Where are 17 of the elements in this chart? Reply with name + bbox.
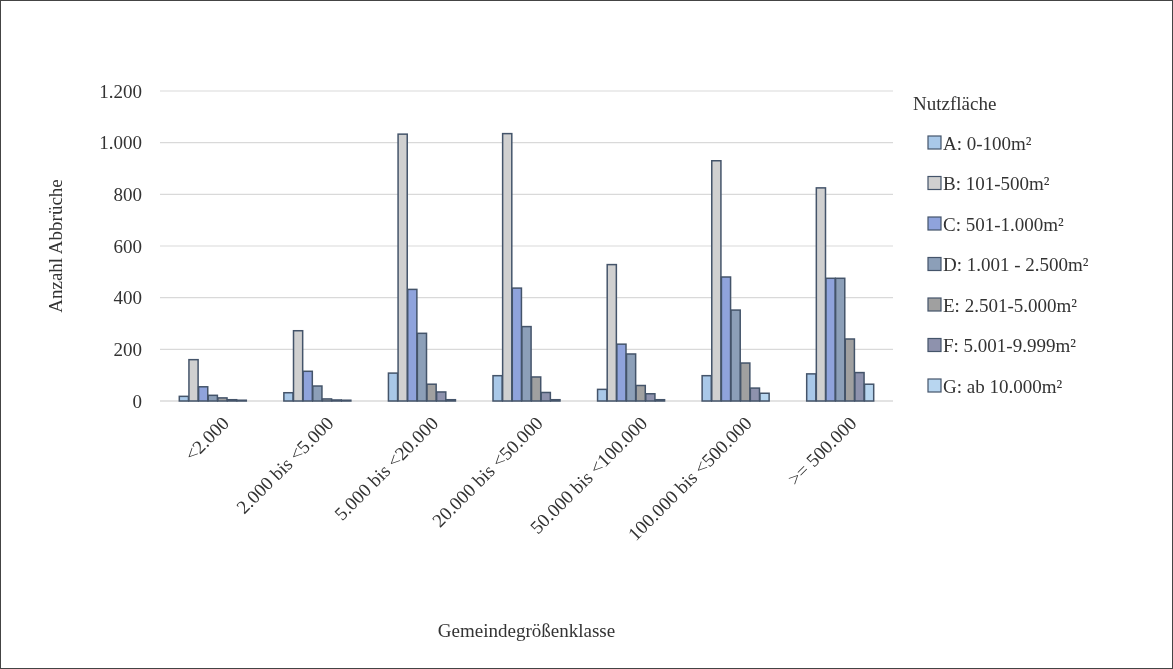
y-tick-label: 0 <box>132 390 142 412</box>
y-tick-label: 800 <box>113 183 142 205</box>
legend-label: A: 0-100m² <box>943 132 1032 154</box>
y-tick-label: 1.000 <box>99 132 142 154</box>
legend-label: C: 501-1.000m² <box>943 213 1065 235</box>
x-axis-title: Gemeindegrößenklasse <box>437 620 616 641</box>
y-tick-label: 400 <box>113 287 142 309</box>
legend-label: E: 2.501-5.000m² <box>943 294 1078 316</box>
legend-label: F: 5.001-9.999m² <box>943 335 1077 357</box>
y-tick-label: 600 <box>113 235 142 257</box>
legend-label: B: 101-500m² <box>943 173 1050 195</box>
y-tick-label: 200 <box>113 338 142 360</box>
legend-label: D: 1.001 - 2.500m² <box>943 254 1089 276</box>
y-axis-title: Anzahl Abbrüche <box>45 179 66 313</box>
legend-label: G: ab 10.000m² <box>943 375 1063 397</box>
legend-title: Nutzfläche <box>913 92 997 114</box>
y-tick-label: 1.200 <box>99 80 142 102</box>
